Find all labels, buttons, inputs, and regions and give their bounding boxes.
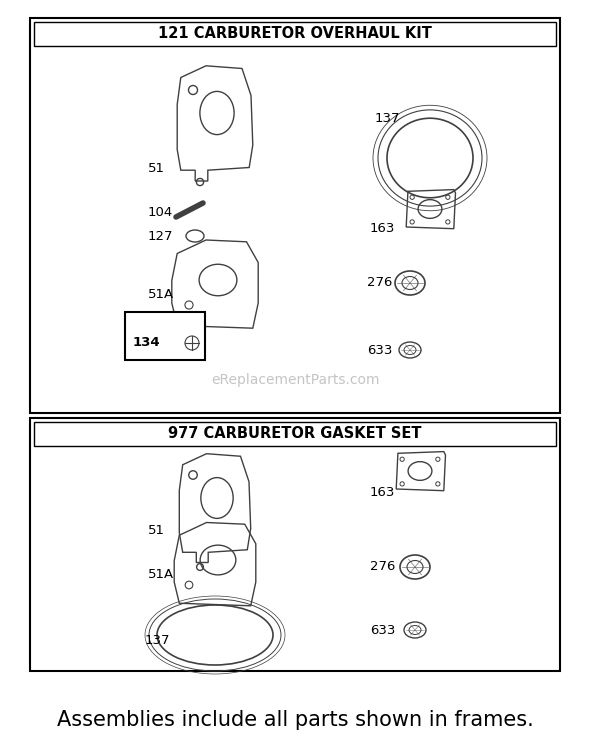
- Bar: [34, 422, 556, 446]
- Text: 276: 276: [367, 276, 392, 290]
- Text: 51: 51: [148, 161, 165, 175]
- Text: 633: 633: [370, 623, 395, 637]
- Text: 633: 633: [367, 343, 392, 357]
- Text: 51A: 51A: [148, 568, 174, 582]
- Text: 163: 163: [370, 485, 395, 499]
- Text: 163: 163: [370, 221, 395, 235]
- Text: 127: 127: [148, 230, 173, 242]
- Text: 137: 137: [375, 111, 401, 125]
- Bar: [125, 312, 205, 360]
- Text: eReplacementParts.com: eReplacementParts.com: [211, 373, 379, 387]
- Bar: [30, 18, 560, 413]
- Text: 51: 51: [148, 524, 165, 536]
- Text: 104: 104: [148, 206, 173, 218]
- Bar: [30, 418, 560, 671]
- Text: 276: 276: [370, 560, 395, 574]
- Bar: [34, 22, 556, 46]
- Text: 121 CARBURETOR OVERHAUL KIT: 121 CARBURETOR OVERHAUL KIT: [158, 25, 432, 41]
- Text: 977 CARBURETOR GASKET SET: 977 CARBURETOR GASKET SET: [168, 426, 422, 441]
- Text: 137: 137: [145, 634, 171, 646]
- Text: 51A: 51A: [148, 288, 174, 302]
- Text: Assemblies include all parts shown in frames.: Assemblies include all parts shown in fr…: [57, 710, 533, 730]
- Text: 134: 134: [133, 336, 160, 348]
